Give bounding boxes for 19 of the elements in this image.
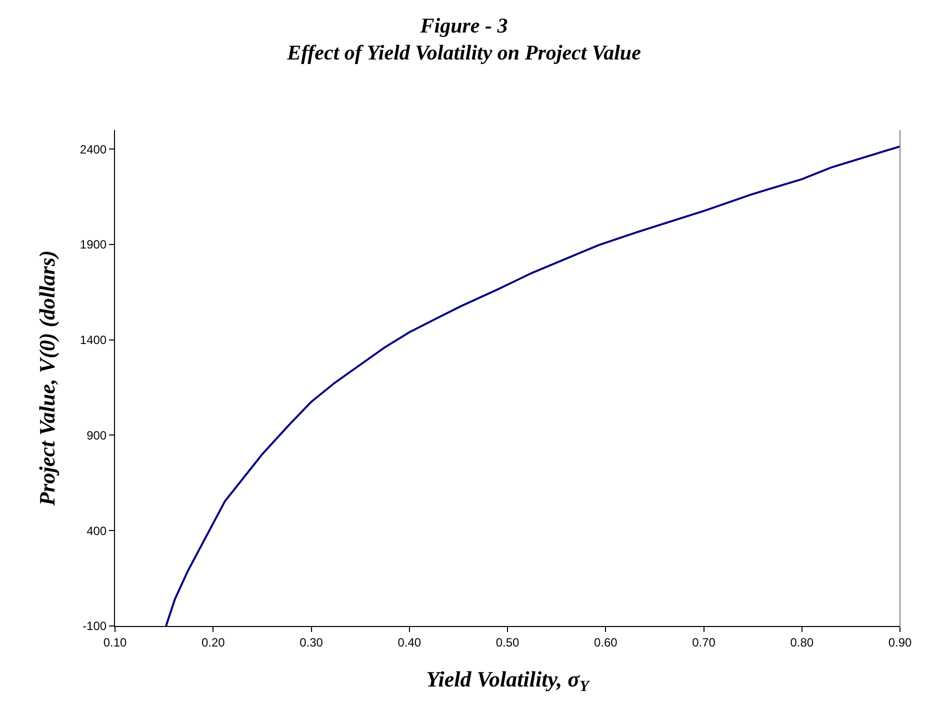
x-tick-label: 0.30	[300, 635, 324, 650]
x-tick-label: 0.70	[692, 635, 716, 650]
chart-title: Figure - 3 Effect of Yield Volatility on Project Value	[286, 13, 641, 65]
x-tick-label: 0.60	[594, 635, 618, 650]
y-tick-label: 1900	[80, 238, 107, 252]
y-tick-label: 2400	[80, 142, 107, 156]
x-tick-label: 0.50	[496, 635, 520, 650]
y-tick-label: 1400	[80, 333, 107, 348]
y-axis-title: Project Value, V(0) (dollars)	[34, 250, 60, 507]
y-tick-label: 900	[86, 428, 107, 442]
x-axis-title: Yield Volatility, σ$_{Y}$	[426, 666, 591, 695]
x-tick-label: 0.90	[888, 635, 912, 650]
y-tick-label: -100	[82, 619, 107, 634]
y-tick-label: 400	[86, 524, 107, 538]
x-tick-label: 0.20	[201, 635, 226, 650]
x-tick-label: 0.10	[103, 635, 127, 650]
x-tick-label: 0.80	[790, 635, 814, 650]
line-series	[165, 145, 900, 626]
x-tick-label: 0.40	[398, 635, 422, 650]
